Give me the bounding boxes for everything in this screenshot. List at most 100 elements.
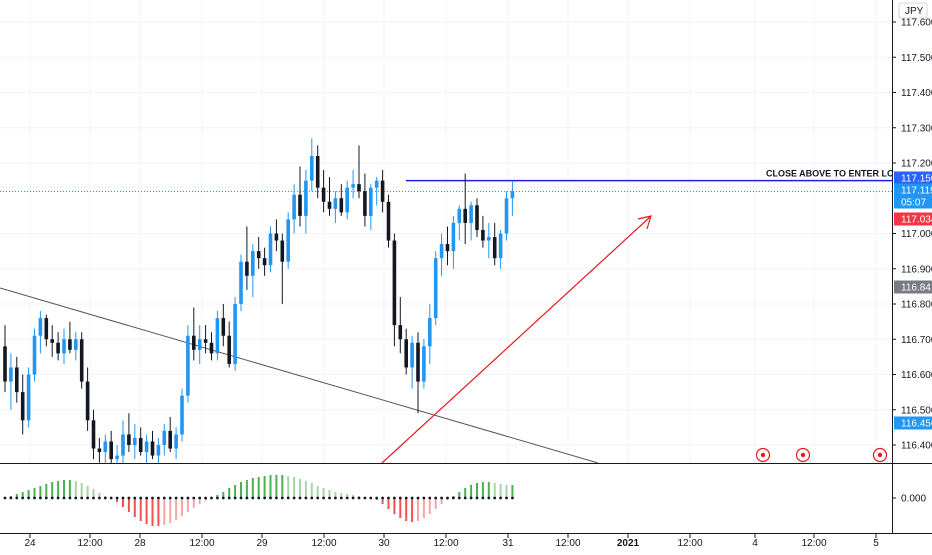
candle-body [504,198,509,234]
oscillator-zero-dot [3,496,7,500]
oscillator-zero-dot [457,496,461,500]
candle-body [115,455,119,460]
oscillator-zero-dot [499,496,502,500]
oscillator-zero-dot [334,496,337,500]
candle-body [351,184,355,188]
candle-body [380,180,385,202]
oscillator-zero-dot [410,496,414,500]
y-tick-label: 117.600 [901,18,932,29]
candle-body [445,244,450,252]
oscillator-zero-dot [44,496,48,500]
oscillator-zero-dot [50,496,54,500]
oscillator-zero-dot [151,496,154,500]
price-badge [894,416,932,430]
oscillator-zero-dot [245,496,249,500]
event-marker-1[interactable] [755,447,771,463]
candle-body [433,258,438,319]
oscillator-zero-dot [428,496,432,500]
price-badge [894,171,932,185]
oscillator-zero-dot [115,496,119,500]
x-tick-label: 12:00 [555,538,580,549]
x-tick-label: 28 [134,538,146,549]
price-badge [894,280,932,294]
oscillator-zero-dot [398,496,402,500]
y-tick-label: 116.400 [901,441,932,452]
candle-body [144,441,149,453]
y-tick-label: 117.400 [901,88,932,99]
oscillator-zero-dot [404,496,408,500]
oscillator-zero-dot [316,496,320,500]
candle-body [498,233,503,259]
x-tick-label: 31 [502,538,514,549]
event-marker-2[interactable] [795,447,811,463]
candle-body [357,184,361,192]
event-marker-dot [877,452,883,458]
candle-body [315,155,320,188]
oscillator-zero-dot [375,496,379,500]
oscillator-zero-dot [168,496,172,500]
oscillator-zero-dot [33,496,36,500]
candle-body [68,339,72,350]
oscillator-zero-dot [328,496,331,500]
oscillator-zero-dot [369,496,373,500]
candle-body [363,191,367,216]
candle-body [138,437,143,453]
oscillator-zero-dot [192,496,196,500]
oscillator-zero-dot [440,496,443,500]
candle-body [32,335,37,375]
oscillator-zero-dot [221,496,225,500]
oscillator-zero-dot [505,496,508,500]
candle-body [286,219,290,262]
candle-body [15,367,19,393]
candle-body [239,261,243,304]
candle-body [398,325,403,340]
price-badge-label: 05:07 [901,198,926,209]
y-tick-label: 117.500 [901,53,932,64]
candle-body [56,342,60,354]
oscillator-zero-dot [9,496,13,500]
candle-body [439,244,444,259]
oscillator-zero-dot [493,496,497,500]
candle-body [292,194,296,220]
oscillator-zero-dot [387,496,390,500]
oscillator-zero-dot [257,496,261,500]
oscillator-zero-dot [463,496,467,500]
x-tick-label: 12:00 [677,538,702,549]
candle-body [180,395,184,435]
candle-body [109,441,113,460]
x-tick-label: 12:00 [77,538,102,549]
oscillator-zero-dot [292,496,296,500]
candle-body [475,205,479,230]
oscillator-zero-dot [139,496,143,500]
oscillator-zero-dot [393,496,396,500]
oscillator-zero-dot [133,496,137,500]
up-arrow-line [381,216,651,463]
oscillator-zero-dot [446,496,449,500]
oscillator-zero-dot [15,496,19,500]
oscillator-zero-dot [251,496,255,500]
event-marker-3[interactable] [872,447,888,463]
candle-body [221,318,226,336]
price-badge [894,212,932,226]
candle-body [262,258,267,266]
candle-body [79,339,84,382]
oscillator-zero-dot [416,496,420,500]
candle-body [510,191,515,199]
price-badge-label: 117.119 [901,186,932,197]
x-tick-label: 12:00 [311,538,336,549]
oscillator-zero-dot [322,496,325,500]
candle-body [469,205,473,223]
y-tick-label: 117.200 [901,159,932,170]
oscillator-zero-dot [269,496,272,500]
oscillator-zero-dot [80,496,84,500]
candle-body [9,367,13,382]
oscillator-zero-dot [381,496,384,500]
candle-body [428,318,432,347]
candle-body [392,240,397,326]
y-tick-label: 116.600 [901,370,932,381]
candle-body [233,304,237,364]
candle-body [386,201,391,241]
candle-body [251,251,255,276]
